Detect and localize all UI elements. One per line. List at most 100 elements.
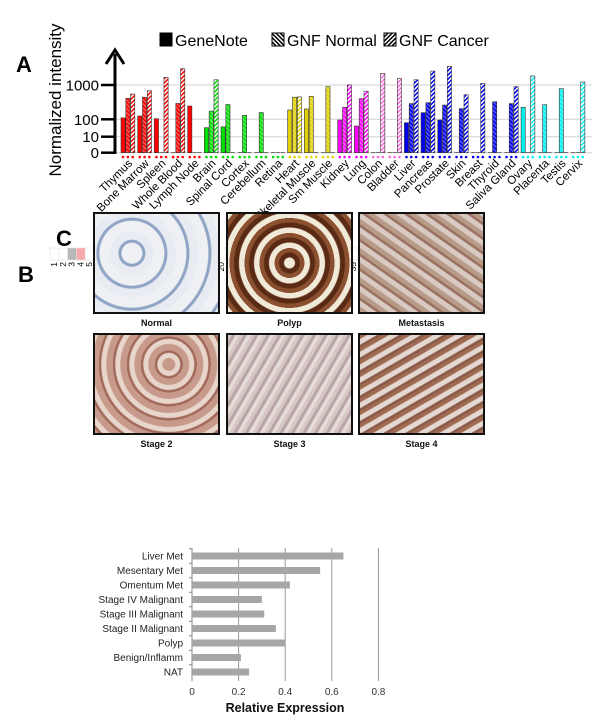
marker-dot [388,155,392,159]
heatmap-label: 5 [84,262,94,267]
marker-dot [164,155,168,159]
histology-image-stage-2 [93,333,220,435]
bar-gnf-normal [208,110,214,154]
histology-label: Metastasis [398,318,445,328]
bar-gnf-normal [342,106,348,153]
bar-gnf-normal [358,98,364,154]
category-label: Benign/Inflamm [114,653,183,664]
marker-dot [281,155,285,159]
marker-dot [305,155,308,159]
marker-dot [176,155,180,159]
marker-dot [548,155,551,159]
marker-dot [321,155,325,159]
bar-genenote [304,108,309,154]
bar-gnf-normal [242,114,247,154]
bar-gnf-cancer [347,84,352,153]
bar-genenote [520,106,526,153]
bar-gnf-cancer [430,70,436,153]
bar-gnf-normal [492,101,498,154]
marker-dot [309,155,313,159]
marker-dot [181,155,185,159]
marker-dot [193,155,196,159]
bar-gnf-cancer [163,77,169,153]
y-tick-label: 1000 [66,78,99,95]
marker-dot [526,155,530,159]
category-label: Polyp [158,639,183,650]
marker-dot [455,155,458,159]
bar [192,581,290,589]
marker-dot [326,155,330,159]
marker-dot [188,155,192,159]
histology-label: Polyp [277,318,302,328]
histology-label: Stage 2 [140,439,173,449]
heatmap-label: 2 [58,262,68,267]
legend-swatch [383,32,397,47]
bar-gnf-cancer [146,90,152,153]
bar-genenote [154,118,159,154]
bar-gnf-normal [125,97,131,154]
bar [192,552,344,560]
bar-genenote [187,105,193,153]
bar-gnf-normal [425,102,431,154]
x-axis-label: Relative Expression [226,701,345,715]
bar-gnf-cancer [213,79,219,154]
marker-dot [531,155,535,159]
marker-dot [259,155,263,159]
marker-dot [243,155,246,159]
marker-dot [581,155,585,159]
bar-gnf-cancer [413,79,419,154]
category-label: Liver Met [142,552,183,563]
marker-dot [505,155,508,159]
marker-dot [414,155,418,159]
bar-gnf-cancer [463,94,469,154]
histology-label: Normal [140,318,172,328]
category-label: Stage II Malignant [102,624,183,635]
bar-gnf-cancer [530,75,536,153]
panel-label-a: A [16,52,32,77]
bar-genenote [437,119,443,154]
marker-dot [209,155,213,159]
bar-gnf-cancer [580,81,586,153]
marker-dot [314,155,318,159]
marker-dot [214,155,218,159]
heatmap-cell [76,247,86,261]
bar [192,567,321,574]
marker-dot [355,155,358,159]
marker-dot [171,155,175,159]
marker-dot [159,155,163,159]
marker-dot [393,155,396,159]
marker-dot [481,155,485,159]
marker-dot [338,155,342,159]
histology-image-stage-3 [226,333,353,435]
bar [192,639,286,647]
marker-dot [571,155,575,159]
marker-dot [155,155,158,159]
marker-dot [438,155,442,159]
legend-label: GNF Cancer [399,33,489,50]
marker-dot [464,155,468,159]
marker-dot [231,155,235,159]
marker-dot [131,155,134,159]
marker-dot [143,155,146,159]
legend-swatch [159,32,173,47]
marker-dot [510,155,513,159]
histology-image-polyp [226,212,353,314]
marker-dot [371,155,375,159]
bar-gnf-cancer [447,66,452,153]
marker-dot [359,155,363,159]
x-tick-label: 0.8 [371,687,385,698]
heatmap-label: 20 [216,262,226,272]
marker-dot [348,155,351,159]
marker-dot [331,155,335,159]
bar-gnf-cancer [513,86,519,154]
heatmap-label: 4 [75,262,85,267]
x-tick-label: 0.6 [325,687,339,698]
bar-gnf-cancer [363,90,369,154]
x-tick-label: 0 [189,687,195,698]
bar-genenote [287,109,293,153]
bar-genenote [204,127,209,153]
marker-dot [431,155,435,159]
x-tick-label: 0.2 [232,687,246,698]
bar-gnf-normal [408,103,414,154]
